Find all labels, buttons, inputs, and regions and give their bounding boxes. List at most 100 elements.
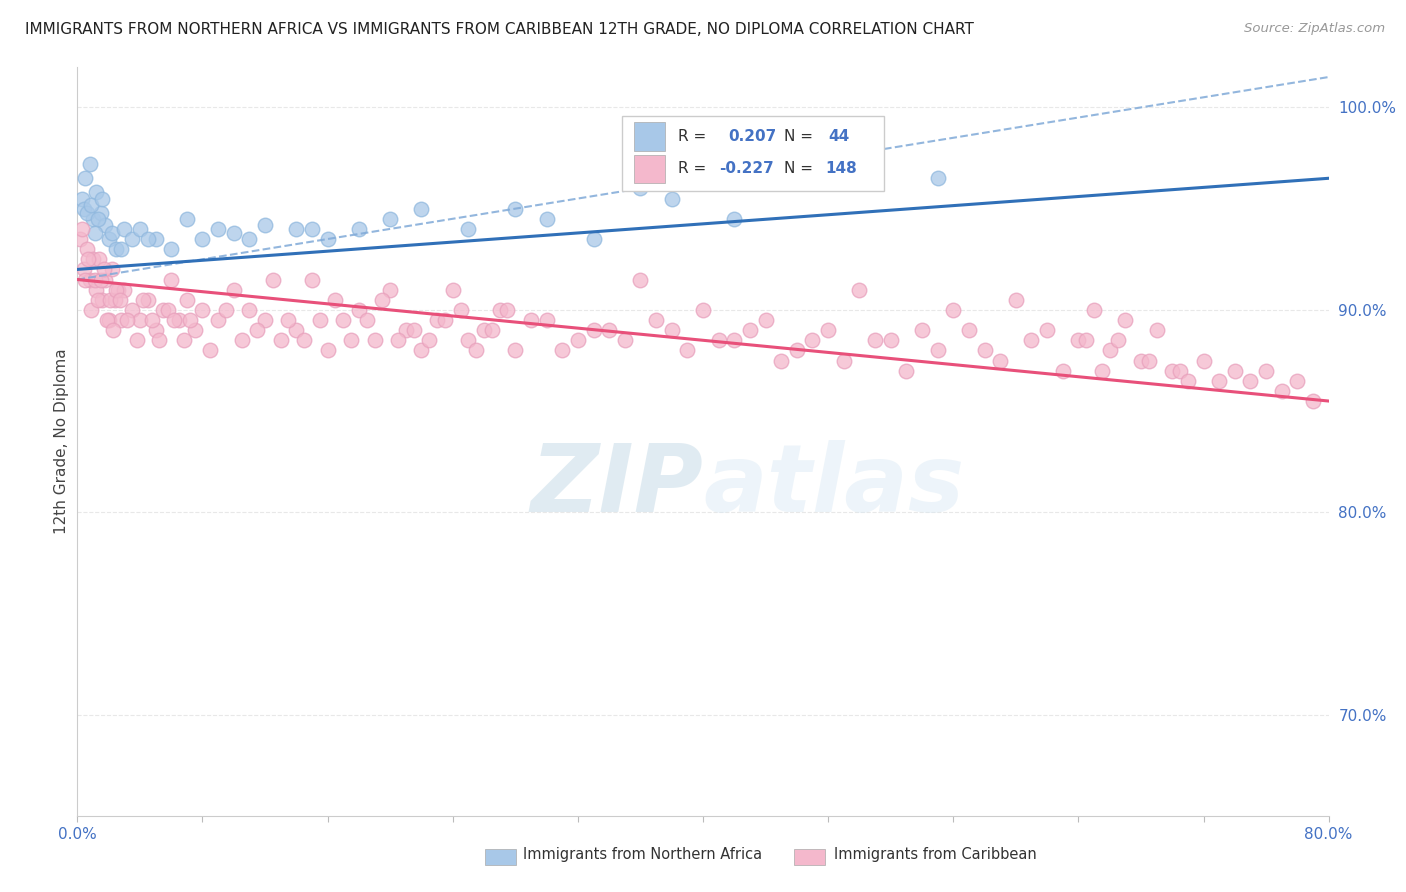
Point — [927, 171, 949, 186]
Point — [70, 192, 93, 206]
Text: Source: ZipAtlas.com: Source: ZipAtlas.com — [1244, 22, 1385, 36]
Point — [301, 272, 323, 286]
Text: ZIP: ZIP — [530, 441, 703, 533]
Point — [450, 302, 472, 317]
Bar — [634, 154, 665, 183]
Point — [1114, 313, 1136, 327]
Point — [1254, 364, 1277, 378]
Point — [1239, 374, 1261, 388]
Point — [160, 272, 183, 286]
Point — [76, 205, 98, 219]
Point — [832, 353, 855, 368]
Point — [145, 232, 167, 246]
Point — [863, 333, 886, 347]
Point — [1129, 353, 1152, 368]
Point — [1004, 293, 1026, 307]
Point — [129, 313, 152, 327]
Point — [402, 323, 425, 337]
Point — [86, 211, 108, 226]
Point — [80, 197, 103, 211]
Point — [1192, 353, 1215, 368]
Point — [465, 343, 488, 358]
Point — [77, 252, 100, 267]
Point — [222, 283, 245, 297]
Point — [347, 302, 370, 317]
Point — [957, 323, 980, 337]
Text: N =: N = — [785, 129, 813, 145]
Text: N =: N = — [785, 161, 813, 177]
Point — [1067, 333, 1090, 347]
Point — [292, 333, 315, 347]
Point — [1271, 384, 1294, 398]
Point — [91, 192, 114, 206]
Text: 0.207: 0.207 — [728, 129, 776, 145]
Point — [105, 242, 128, 256]
Point — [125, 333, 148, 347]
Point — [988, 353, 1011, 368]
Point — [215, 302, 238, 317]
Text: 44: 44 — [828, 129, 849, 145]
Point — [661, 192, 683, 206]
Point — [132, 293, 155, 307]
Point — [738, 323, 761, 337]
Point — [285, 323, 308, 337]
Point — [176, 293, 198, 307]
Point — [1091, 364, 1114, 378]
Point — [347, 222, 370, 236]
Point — [90, 272, 112, 286]
Point — [786, 343, 808, 358]
Point — [97, 313, 120, 327]
Point — [551, 343, 574, 358]
Point — [112, 222, 135, 236]
Bar — [634, 122, 665, 151]
Point — [457, 333, 479, 347]
Point — [79, 157, 101, 171]
Point — [75, 272, 97, 286]
Point — [179, 313, 201, 327]
Point — [70, 222, 93, 236]
Point — [167, 313, 190, 327]
Point — [630, 181, 652, 195]
Point — [676, 343, 699, 358]
Point — [222, 226, 245, 240]
Point — [1052, 364, 1074, 378]
Point — [98, 293, 121, 307]
Point — [582, 323, 605, 337]
Point — [880, 333, 903, 347]
Point — [160, 242, 183, 256]
Point — [496, 302, 519, 317]
Point — [90, 205, 112, 219]
Point — [91, 293, 114, 307]
Point — [103, 323, 125, 337]
Point — [395, 323, 418, 337]
Point — [82, 252, 104, 267]
Point — [707, 333, 730, 347]
Point — [927, 343, 949, 358]
Point — [378, 211, 402, 226]
Point — [191, 302, 214, 317]
Point — [441, 283, 464, 297]
Point — [246, 323, 269, 337]
Point — [148, 333, 170, 347]
Point — [75, 171, 97, 186]
Point — [183, 323, 205, 337]
Point — [754, 313, 776, 327]
Point — [371, 293, 394, 307]
FancyBboxPatch shape — [621, 116, 884, 191]
Point — [418, 333, 440, 347]
Point — [173, 333, 195, 347]
Point — [96, 313, 118, 327]
Point — [911, 323, 934, 337]
Point — [630, 272, 652, 286]
Point — [100, 262, 122, 277]
Point — [378, 283, 402, 297]
Point — [100, 226, 122, 240]
Point — [598, 323, 620, 337]
Text: R =: R = — [678, 161, 706, 177]
Point — [262, 272, 284, 286]
Point — [79, 272, 101, 286]
Point — [1083, 302, 1105, 317]
Point — [536, 313, 558, 327]
Point — [94, 272, 117, 286]
Point — [1208, 374, 1230, 388]
